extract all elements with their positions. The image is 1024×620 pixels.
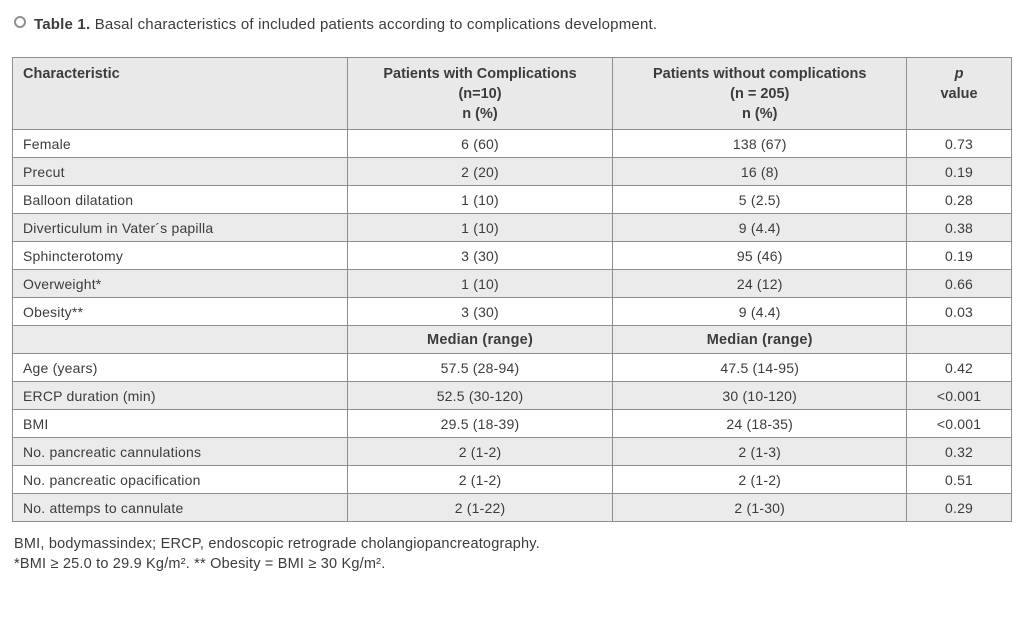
table-cell: Obesity** xyxy=(12,297,348,326)
subheader-row: Median (range) Median (range) xyxy=(12,325,1012,354)
table-title: Table 1. Basal characteristics of includ… xyxy=(14,16,1012,33)
table-cell: 2 (1-30) xyxy=(612,493,908,522)
table-cell: 1 (10) xyxy=(346,185,614,214)
column-header-line: n (%) xyxy=(742,106,778,122)
table-cell: Median (range) xyxy=(346,325,614,354)
column-header-line: (n = 205) xyxy=(730,86,790,102)
table-cell: Female xyxy=(12,129,348,158)
table-cell: Balloon dilatation xyxy=(12,185,348,214)
table-cell: 2 (1-22) xyxy=(346,493,614,522)
table-cell: <0.001 xyxy=(906,381,1012,410)
table-row: Obesity** 3 (30) 9 (4.4) 0.03 xyxy=(12,297,1012,326)
table-cell: 0.29 xyxy=(906,493,1012,522)
table-cell: 16 (8) xyxy=(612,157,908,186)
column-header-line: n (%) xyxy=(462,106,498,122)
column-header-line: (n=10) xyxy=(458,86,502,102)
table-cell: 0.19 xyxy=(906,157,1012,186)
table-cell: <0.001 xyxy=(906,409,1012,438)
table-cell: Overweight* xyxy=(12,269,348,298)
table-cell: 6 (60) xyxy=(346,129,614,158)
table-cell: 2 (1-2) xyxy=(612,465,908,494)
table-caption: Basal characteristics of included patien… xyxy=(90,16,658,33)
table-cell: BMI xyxy=(12,409,348,438)
table-row: Diverticulum in Vater´s papilla 1 (10) 9 (… xyxy=(12,213,1012,242)
column-header-line: Patients with Complications xyxy=(383,66,577,82)
table-cell: No. pancreatic opacification xyxy=(12,465,348,494)
table-row: Female 6 (60) 138 (67) 0.73 xyxy=(12,129,1012,158)
table-cell: 138 (67) xyxy=(612,129,908,158)
table-cell: 47.5 (14-95) xyxy=(612,353,908,382)
table-cell: 0.73 xyxy=(906,129,1012,158)
table-cell xyxy=(906,325,1012,354)
table-cell: 0.28 xyxy=(906,185,1012,214)
column-header-line: Characteristic xyxy=(23,66,120,82)
table-cell: 1 (10) xyxy=(346,269,614,298)
table-cell: 1 (10) xyxy=(346,213,614,242)
column-header-line: Patients without complications xyxy=(652,66,867,82)
table-cell: Precut xyxy=(12,157,348,186)
table-cell: 0.03 xyxy=(906,297,1012,326)
table-cell: 5 (2.5) xyxy=(612,185,908,214)
circle-marker-icon xyxy=(14,16,26,28)
table-cell: 3 (30) xyxy=(346,297,614,326)
table-body: Female 6 (60) 138 (67) 0.73 Precut 2 (20) 16 (… xyxy=(12,129,1012,522)
column-header: p value xyxy=(906,57,1012,130)
table-cell: Diverticulum in Vater´s papilla xyxy=(12,213,348,242)
table-cell: 2 (1-2) xyxy=(346,437,614,466)
footnote-definitions: *BMI ≥ 25.0 to 29.9 Kg/m². ** Obesity = … xyxy=(14,556,386,572)
table-header-row: Characteristic Patients with Complication… xyxy=(12,57,1012,130)
table-row: Sphincterotomy 3 (30) 95 (46) 0.19 xyxy=(12,241,1012,270)
table-cell: 2 (20) xyxy=(346,157,614,186)
table-cell: 0.19 xyxy=(906,241,1012,270)
footnotes: BMI, bodymassindex; ERCP, endoscopic ret… xyxy=(12,534,1012,574)
table-cell: 24 (12) xyxy=(612,269,908,298)
table-row: No. attemps to cannulate 2 (1-22) 2 (1-30)… xyxy=(12,493,1012,522)
table-cell: 0.38 xyxy=(906,213,1012,242)
table-cell: 9 (4.4) xyxy=(612,297,908,326)
table-cell: 0.42 xyxy=(906,353,1012,382)
table-cell: ERCP duration (min) xyxy=(12,381,348,410)
table-row: No. pancreatic cannulations 2 (1-2) 2 (1-3… xyxy=(12,437,1012,466)
table-cell: Age (years) xyxy=(12,353,348,382)
table-cell: 2 (1-2) xyxy=(346,465,614,494)
table-cell: 52.5 (30-120) xyxy=(346,381,614,410)
table-row: BMI 29.5 (18-39) 24 (18-35) <0.001 xyxy=(12,409,1012,438)
column-header-line: value xyxy=(940,86,978,102)
table-cell: 3 (30) xyxy=(346,241,614,270)
table-cell: 24 (18-35) xyxy=(612,409,908,438)
table-cell: 2 (1-3) xyxy=(612,437,908,466)
table-number: Table 1. xyxy=(34,16,91,33)
table-cell: 30 (10-120) xyxy=(612,381,908,410)
column-header: Patients without complications (n = 205) n… xyxy=(612,57,908,130)
table-row: Precut 2 (20) 16 (8) 0.19 xyxy=(12,157,1012,186)
table-cell: 95 (46) xyxy=(612,241,908,270)
table-cell: No. attemps to cannulate xyxy=(12,493,348,522)
table-cell: 0.32 xyxy=(906,437,1012,466)
table-cell xyxy=(12,325,348,354)
table-cell: 0.51 xyxy=(906,465,1012,494)
footnote-abbreviations: BMI, bodymassindex; ERCP, endoscopic ret… xyxy=(14,536,540,552)
table-cell: Sphincterotomy xyxy=(12,241,348,270)
table-cell: 9 (4.4) xyxy=(612,213,908,242)
table-cell: No. pancreatic cannulations xyxy=(12,437,348,466)
table-row: No. pancreatic opacification 2 (1-2) 2 (1-… xyxy=(12,465,1012,494)
table-cell: Median (range) xyxy=(612,325,908,354)
table-row: Balloon dilatation 1 (10) 5 (2.5) 0.28 xyxy=(12,185,1012,214)
table-cell: 57.5 (28-94) xyxy=(346,353,614,382)
table-row: Overweight* 1 (10) 24 (12) 0.66 xyxy=(12,269,1012,298)
column-header: Patients with Complications (n=10) n (%) xyxy=(346,57,614,130)
table-cell: 0.66 xyxy=(906,269,1012,298)
column-header-line: p xyxy=(954,66,964,82)
column-header: Characteristic xyxy=(12,57,348,130)
characteristics-table: Characteristic Patients with Complication… xyxy=(12,57,1012,522)
table-cell: 29.5 (18-39) xyxy=(346,409,614,438)
table-row: Age (years) 57.5 (28-94) 47.5 (14-95) 0.42 xyxy=(12,353,1012,382)
table-row: ERCP duration (min) 52.5 (30-120) 30 (10-1… xyxy=(12,381,1012,410)
